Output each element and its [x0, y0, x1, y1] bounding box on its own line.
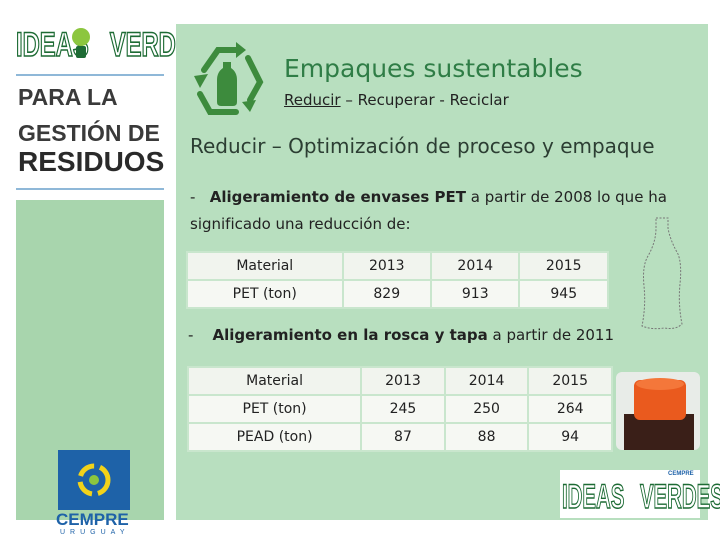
- cell: PET (ton): [186, 394, 363, 424]
- bullet-bold: Aligeramiento de envases PET: [209, 188, 466, 206]
- cell: PEAD (ton): [186, 422, 363, 452]
- cell: 250: [443, 394, 530, 424]
- arrowhead: [236, 42, 246, 58]
- bullet: - Aligeramiento de envases PET a partir …: [190, 184, 710, 238]
- header-cell: 2013: [341, 251, 433, 281]
- logo-word: VERDES: [639, 477, 720, 516]
- subtitle-underlined: Reducir: [284, 91, 341, 109]
- cell: 94: [527, 422, 613, 452]
- bulb: [72, 28, 90, 46]
- bullet-marker: -: [190, 188, 196, 206]
- header-cell: Material: [186, 366, 363, 396]
- cempre-text: CEMPRE: [56, 510, 129, 529]
- bullet-text: a partir de 2011: [487, 326, 615, 344]
- divider: [16, 188, 164, 190]
- table: Material 2013 2014 2015 PET (ton) 829 913 945: [186, 251, 609, 309]
- cell: PET (ton): [186, 279, 344, 309]
- footer-logo: IDEAS VERDES: [562, 477, 720, 517]
- subtitle-rest: – Recuperar - Reciclar: [340, 91, 509, 109]
- header-cell: 2014: [429, 251, 521, 281]
- logo-word: IDEAS: [562, 477, 625, 516]
- cap: [634, 380, 686, 420]
- recycle-icon: [194, 42, 264, 115]
- cempre-ring: [77, 463, 111, 497]
- cap-top: [636, 378, 684, 390]
- table-row: PEAD (ton) 87 88 94: [186, 422, 613, 452]
- arrow: [197, 91, 239, 115]
- arrow: [245, 55, 264, 103]
- bulb-icon: [72, 28, 90, 58]
- footer-logo-box: [560, 470, 700, 518]
- footer-logo-small: CEMPRE: [668, 471, 694, 477]
- cell: 829: [341, 279, 433, 309]
- table: Material 2013 2014 2015 PET (ton) 245 250 264 PE…: [186, 366, 613, 452]
- header-cell: 2014: [443, 366, 530, 396]
- cempre-icon: [77, 463, 111, 497]
- bullet-text: a partir de 2008 lo que ha significado u…: [190, 188, 672, 233]
- cell: 945: [518, 279, 609, 309]
- cell: 913: [429, 279, 521, 309]
- cell: 88: [443, 422, 530, 452]
- header-cell: 2013: [360, 366, 446, 396]
- arrowhead: [242, 100, 256, 112]
- sidebar-line: PARA LA: [18, 84, 118, 110]
- cell: 264: [527, 394, 613, 424]
- table-header-row: Material 2013 2014 2015: [186, 251, 609, 281]
- cell: 245: [360, 394, 446, 424]
- cempre-country: URUGUAY: [60, 529, 130, 536]
- cempre-center: [89, 475, 99, 485]
- table-row: PET (ton) 829 913 945: [186, 279, 609, 309]
- bottle-sketch: [641, 217, 683, 330]
- bottle-icon: [217, 62, 237, 106]
- table-row: PET (ton) 245 250 264: [186, 394, 613, 424]
- subtitle: Reducir – Recuperar - Reciclar: [284, 91, 509, 109]
- recycle-arrows: [197, 47, 264, 115]
- arrow: [201, 47, 239, 73]
- divider: [16, 74, 164, 76]
- title: Empaques sustentables: [284, 54, 583, 83]
- bulb-base: [76, 46, 86, 58]
- cell: 87: [360, 422, 446, 452]
- arrowhead: [194, 74, 208, 88]
- sidebar-line: RESIDUOS: [18, 146, 165, 177]
- header-cell: Material: [186, 251, 344, 281]
- header-cell: 2015: [527, 366, 613, 396]
- bullet: - Aligeramiento en la rosca y tapa a par…: [188, 326, 614, 344]
- bullet-marker: -: [188, 326, 194, 344]
- sidebar-line: GESTIÓN DE: [18, 120, 160, 146]
- bottle-outline: [641, 217, 683, 330]
- table-header-row: Material 2013 2014 2015: [186, 366, 613, 396]
- header-cell: 2015: [518, 251, 609, 281]
- bullet-bold: Aligeramiento en la rosca y tapa: [212, 326, 488, 344]
- cap-photo: [616, 372, 700, 450]
- heading: Reducir – Optimización de proceso y empa…: [190, 134, 655, 158]
